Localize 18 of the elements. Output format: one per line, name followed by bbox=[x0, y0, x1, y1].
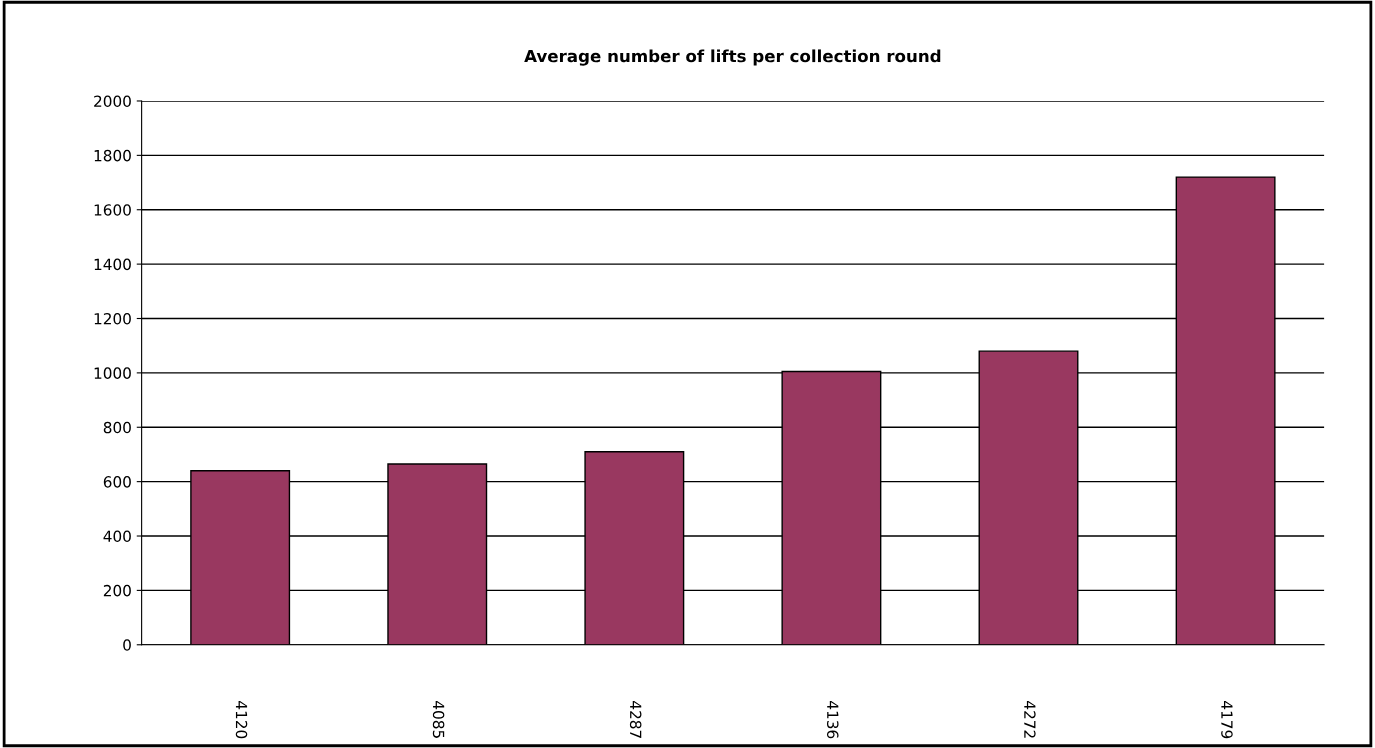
y-tick-label: 1200 bbox=[94, 312, 131, 325]
y-tick-label: 400 bbox=[103, 530, 131, 543]
x-tick-label: 4085 bbox=[432, 701, 445, 738]
x-tick-label: 4287 bbox=[629, 701, 642, 738]
y-tick-label: 200 bbox=[103, 584, 131, 597]
y-tick-label: 800 bbox=[103, 421, 131, 434]
chart-title: Average number of lifts per collection round bbox=[524, 49, 941, 66]
y-tick-label: 1800 bbox=[94, 149, 131, 162]
x-tick-label: 4272 bbox=[1024, 701, 1036, 738]
y-tick-label: 600 bbox=[103, 476, 131, 488]
y-tick-label: 1400 bbox=[94, 258, 131, 271]
y-tick-label: 1000 bbox=[94, 367, 131, 379]
x-tick-label: 4136 bbox=[826, 701, 839, 739]
y-tick-label: 0 bbox=[123, 639, 131, 651]
y-tick-label: 2000 bbox=[94, 95, 131, 107]
x-tick-label: 4120 bbox=[235, 701, 248, 739]
x-tick-label: 4179 bbox=[1221, 701, 1233, 739]
y-tick-label: 1600 bbox=[94, 204, 131, 216]
